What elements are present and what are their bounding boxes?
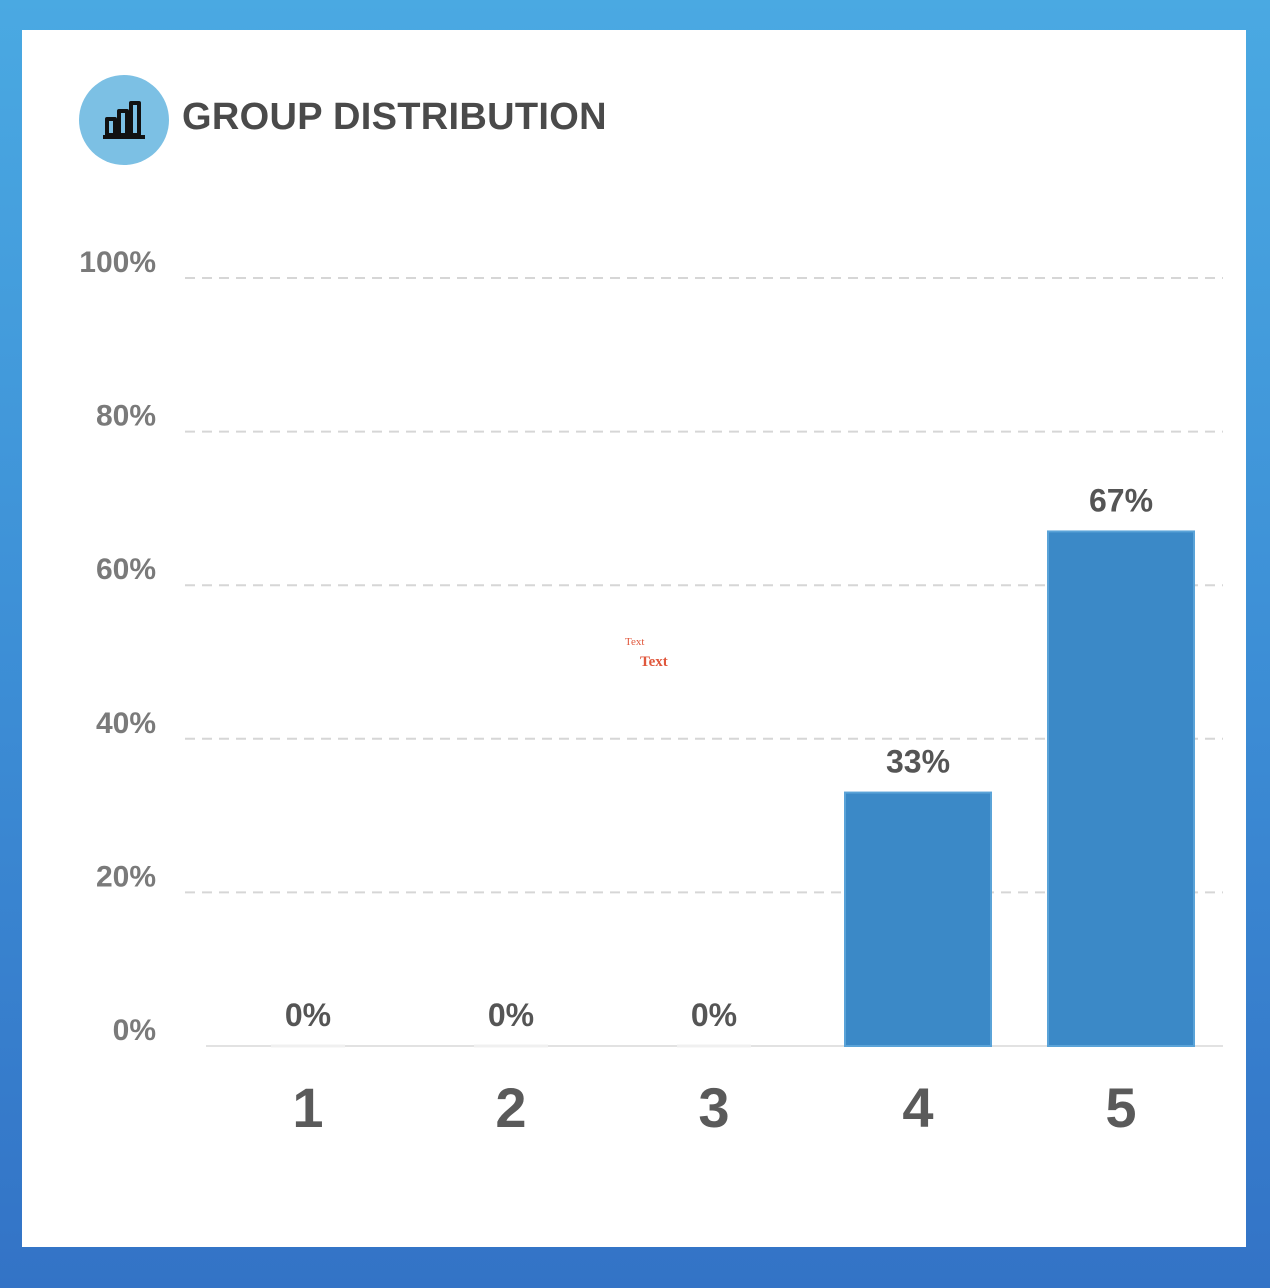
bar-chart: 0%20%40%60%80%100%0%10%20%333%467%5: [79, 246, 1223, 1139]
annotation-small: Text: [625, 636, 645, 648]
y-tick-label: 80%: [96, 400, 156, 433]
data-label: 33%: [886, 744, 950, 780]
data-label: 0%: [488, 997, 534, 1033]
x-tick-label: 1: [292, 1076, 323, 1139]
y-tick-label: 100%: [79, 246, 156, 279]
x-tick-label: 2: [495, 1076, 526, 1139]
chart-card: GROUP DISTRIBUTION 0% 20% 40% 60% 80% 100% 0% 1…: [22, 30, 1246, 1247]
y-tick-label: 40%: [96, 707, 156, 740]
y-tick-label: 0%: [113, 1014, 156, 1047]
bar-chart-icon: [79, 75, 169, 165]
y-tick-label: 20%: [96, 860, 156, 893]
data-label: 0%: [691, 997, 737, 1033]
x-tick-label: 4: [902, 1076, 933, 1139]
bar: [1047, 530, 1195, 1047]
chart-title: GROUP DISTRIBUTION: [182, 96, 607, 138]
x-tick-label: 5: [1105, 1076, 1136, 1139]
y-tick-label: 60%: [96, 553, 156, 586]
annotation-large: Text: [640, 654, 668, 670]
data-label: 0%: [285, 997, 331, 1033]
x-tick-label: 3: [698, 1076, 729, 1139]
bar: [844, 791, 992, 1047]
data-label: 67%: [1089, 482, 1153, 518]
